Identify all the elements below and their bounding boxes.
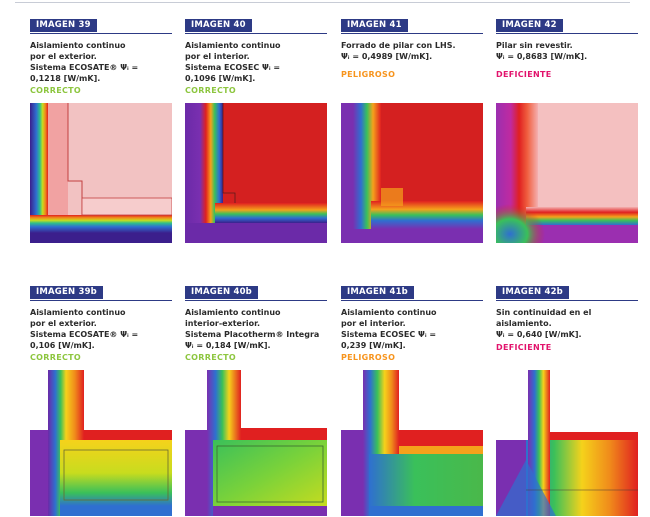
description-line: Sistema Placotherm® Integra bbox=[185, 330, 320, 339]
thermal-simulation-42b bbox=[496, 370, 638, 516]
description-line: 0,1218 [W/mK]. bbox=[30, 74, 101, 83]
description-line: Ψᵢ = 0,640 [W/mK]. bbox=[496, 330, 582, 339]
description: Sin continuidad en el aislamiento. Ψᵢ = … bbox=[496, 307, 638, 340]
status-label: PELIGROSO bbox=[341, 353, 396, 362]
thermal-simulation-40b bbox=[185, 370, 327, 516]
panel-imagen-42b: IMAGEN 42b Sin continuidad en el aislami… bbox=[496, 279, 638, 352]
panel-imagen-41: IMAGEN 41 Forrado de pilar con LHS. Ψᵢ =… bbox=[341, 12, 483, 79]
panel-imagen-42: IMAGEN 42 Pilar sin revestir. Ψᵢ = 0,868… bbox=[496, 12, 638, 79]
description-line: por el exterior. bbox=[30, 319, 97, 328]
description-line: 0,106 [W/mK]. bbox=[30, 341, 95, 350]
description: Aislamiento continuo por el interior. Si… bbox=[185, 40, 327, 84]
thermal-simulation-39b bbox=[30, 370, 172, 516]
description-line: Ψᵢ = 0,184 [W/mK]. bbox=[185, 341, 271, 350]
top-divider bbox=[15, 2, 630, 3]
description-line: Sin continuidad en el bbox=[496, 308, 592, 317]
tag-underline bbox=[341, 33, 483, 34]
description-line: por el interior. bbox=[341, 319, 406, 328]
image-tag: IMAGEN 40 bbox=[185, 19, 252, 32]
status-label: CORRECTO bbox=[185, 353, 236, 362]
description-line: Forrado de pilar con LHS. bbox=[341, 41, 456, 50]
panel-imagen-39b: IMAGEN 39b Aislamiento continuo por el e… bbox=[30, 279, 172, 362]
panel-imagen-40: IMAGEN 40 Aislamiento continuo por el in… bbox=[185, 12, 327, 95]
image-tag: IMAGEN 42b bbox=[496, 286, 569, 299]
description-line: Sistema ECOSATE® Ψᵢ = bbox=[30, 330, 139, 339]
image-tag: IMAGEN 41 bbox=[341, 19, 408, 32]
panel-imagen-39: IMAGEN 39 Aislamiento continuo por el ex… bbox=[30, 12, 172, 95]
description-line: Aislamiento continuo bbox=[185, 41, 281, 50]
description: Forrado de pilar con LHS. Ψᵢ = 0,4989 [W… bbox=[341, 40, 483, 62]
description: Aislamiento continuo interior-exterior. … bbox=[185, 307, 327, 351]
status-label: CORRECTO bbox=[30, 353, 81, 362]
thermal-simulation-42 bbox=[496, 103, 638, 243]
description-line: 0,1096 [W/mK]. bbox=[185, 74, 256, 83]
thermal-simulation-40 bbox=[185, 103, 327, 243]
thermal-simulation-41 bbox=[341, 103, 483, 243]
description-line: Aislamiento continuo bbox=[341, 308, 437, 317]
thermal-simulation-41b bbox=[341, 370, 483, 516]
status-label: DEFICIENTE bbox=[496, 70, 552, 79]
tag-underline bbox=[496, 33, 638, 34]
tag-underline bbox=[496, 300, 638, 301]
description: Pilar sin revestir. Ψᵢ = 0,8683 [W/mK]. bbox=[496, 40, 638, 62]
description-line: Aislamiento continuo bbox=[185, 308, 281, 317]
status-label: CORRECTO bbox=[30, 86, 81, 95]
description-line: interior-exterior. bbox=[185, 319, 260, 328]
status-label: CORRECTO bbox=[185, 86, 236, 95]
description-line: por el exterior. bbox=[30, 52, 97, 61]
description: Aislamiento continuo por el exterior. Si… bbox=[30, 307, 172, 351]
tag-underline bbox=[30, 300, 172, 301]
description: Aislamiento continuo por el exterior. Si… bbox=[30, 40, 172, 84]
tag-underline bbox=[30, 33, 172, 34]
description-line: Aislamiento continuo bbox=[30, 41, 126, 50]
image-tag: IMAGEN 39b bbox=[30, 286, 103, 299]
tag-underline bbox=[341, 300, 483, 301]
tag-underline bbox=[185, 33, 327, 34]
description-line: por el interior. bbox=[185, 52, 250, 61]
description-line: aislamiento. bbox=[496, 319, 552, 328]
image-tag: IMAGEN 40b bbox=[185, 286, 258, 299]
description-line: Sistema ECOSEC Ψᵢ = bbox=[185, 63, 281, 72]
image-tag: IMAGEN 42 bbox=[496, 19, 563, 32]
panel-imagen-41b: IMAGEN 41b Aislamiento continuo por el i… bbox=[341, 279, 483, 362]
status-label: DEFICIENTE bbox=[496, 343, 552, 352]
description-line: Sistema ECOSATE® Ψᵢ = bbox=[30, 63, 139, 72]
description-line: Ψᵢ = 0,8683 [W/mK]. bbox=[496, 52, 588, 61]
description-line: Aislamiento continuo bbox=[30, 308, 126, 317]
description-line: 0,239 [W/mK]. bbox=[341, 341, 406, 350]
image-tag: IMAGEN 41b bbox=[341, 286, 414, 299]
image-tag: IMAGEN 39 bbox=[30, 19, 97, 32]
description-line: Sistema ECOSEC Ψᵢ = bbox=[341, 330, 437, 339]
status-label: PELIGROSO bbox=[341, 70, 396, 79]
thermal-simulation-39 bbox=[30, 103, 172, 243]
description-line: Ψᵢ = 0,4989 [W/mK]. bbox=[341, 52, 433, 61]
panel-imagen-40b: IMAGEN 40b Aislamiento continuo interior… bbox=[185, 279, 327, 362]
tag-underline bbox=[185, 300, 327, 301]
description: Aislamiento continuo por el interior. Si… bbox=[341, 307, 483, 351]
description-line: Pilar sin revestir. bbox=[496, 41, 573, 50]
